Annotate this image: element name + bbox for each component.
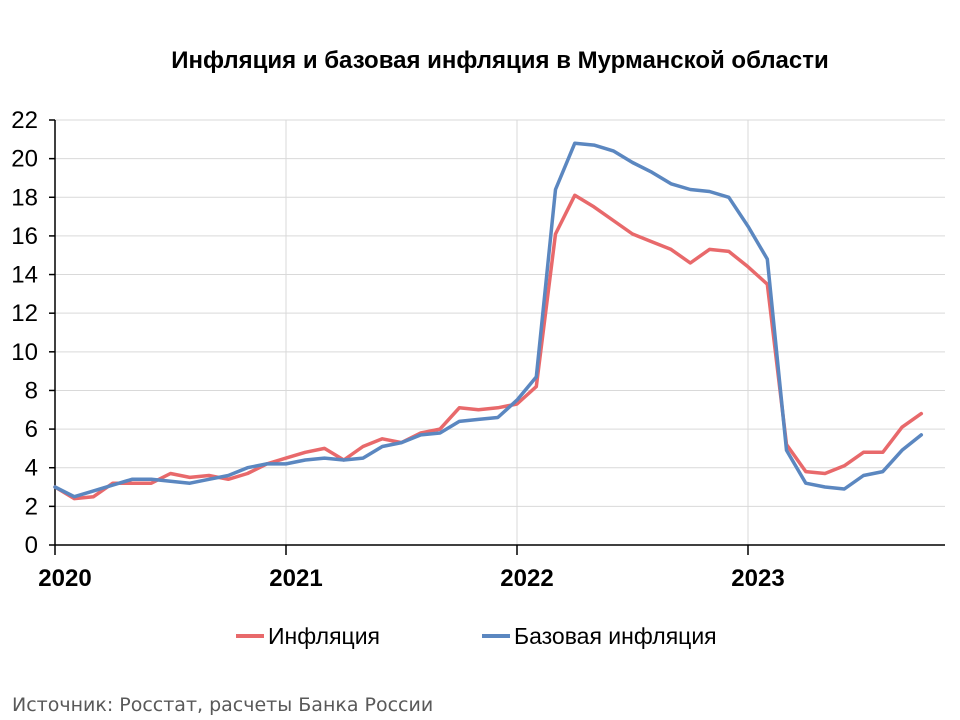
legend-label-core-inflation: Базовая инфляция — [514, 623, 717, 649]
series-line-core-inflation — [53, 141, 924, 499]
y-tick-label: 8 — [25, 377, 38, 404]
y-tick-label: 0 — [25, 532, 38, 559]
legend: Инфляция Базовая инфляция — [236, 623, 717, 649]
y-tick-label: 18 — [11, 184, 38, 211]
chart-title: Инфляция и базовая инфляция в Мурманской… — [171, 47, 829, 74]
y-tick-label: 4 — [25, 455, 38, 482]
x-axis-ticks: 2020 2021 2022 2023 — [38, 545, 785, 592]
x-tick-label: 2022 — [500, 565, 553, 592]
y-tick-label: 10 — [11, 339, 38, 366]
x-tick-label: 2021 — [269, 565, 322, 592]
y-tick-label: 2 — [25, 493, 38, 520]
source-note: Источник: Росстат, расчеты Банка России — [12, 694, 433, 716]
y-tick-label: 22 — [11, 107, 38, 134]
y-tick-label: 6 — [25, 416, 38, 443]
legend-label-inflation: Инфляция — [268, 623, 380, 649]
series-line-inflation — [53, 193, 924, 501]
y-axis-ticks: 0 2 4 6 8 10 12 14 16 18 20 22 — [11, 107, 55, 559]
grid-lines — [54, 119, 945, 545]
x-tick-label: 2023 — [731, 565, 784, 592]
y-tick-label: 20 — [11, 146, 38, 173]
y-tick-label: 12 — [11, 300, 38, 327]
series-lines — [53, 141, 924, 501]
x-tick-label: 2020 — [38, 565, 91, 592]
y-tick-label: 14 — [11, 262, 38, 289]
y-tick-label: 16 — [11, 223, 38, 250]
